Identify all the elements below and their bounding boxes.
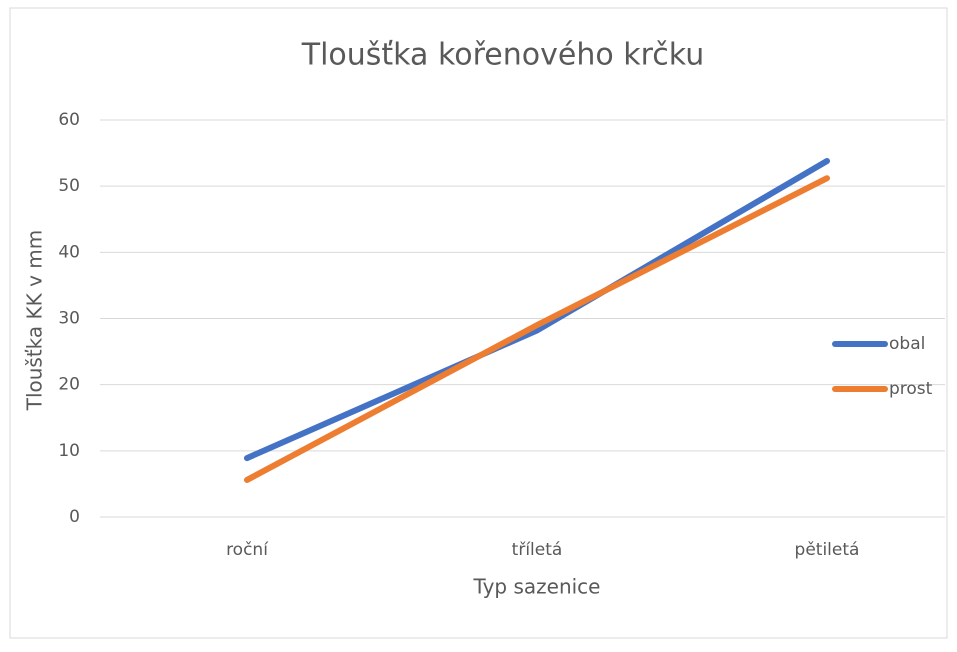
- data-line: [244, 158, 830, 462]
- chart-frame: [9, 7, 948, 639]
- x-tick-label: pětiletá: [795, 540, 860, 560]
- y-tick-label: 20: [58, 375, 80, 395]
- x-tick-label: roční: [226, 540, 269, 560]
- y-tick-label: 40: [58, 242, 80, 262]
- y-tick-label: 50: [58, 176, 80, 196]
- y-axis-title: Tloušťka KK v mm: [23, 230, 47, 412]
- x-axis-title: Typ sazenice: [472, 575, 600, 599]
- data-line: [244, 175, 830, 483]
- y-tick-label: 10: [58, 441, 80, 461]
- y-tick-label: 0: [69, 507, 80, 527]
- x-tick-label: tříletá: [512, 540, 563, 560]
- chart-title: Tloušťka kořenového krčku: [301, 38, 704, 73]
- y-tick-label: 60: [58, 110, 80, 130]
- legend-label: obal: [889, 334, 925, 354]
- legend-label: prost: [889, 379, 933, 399]
- y-tick-label: 30: [58, 309, 80, 329]
